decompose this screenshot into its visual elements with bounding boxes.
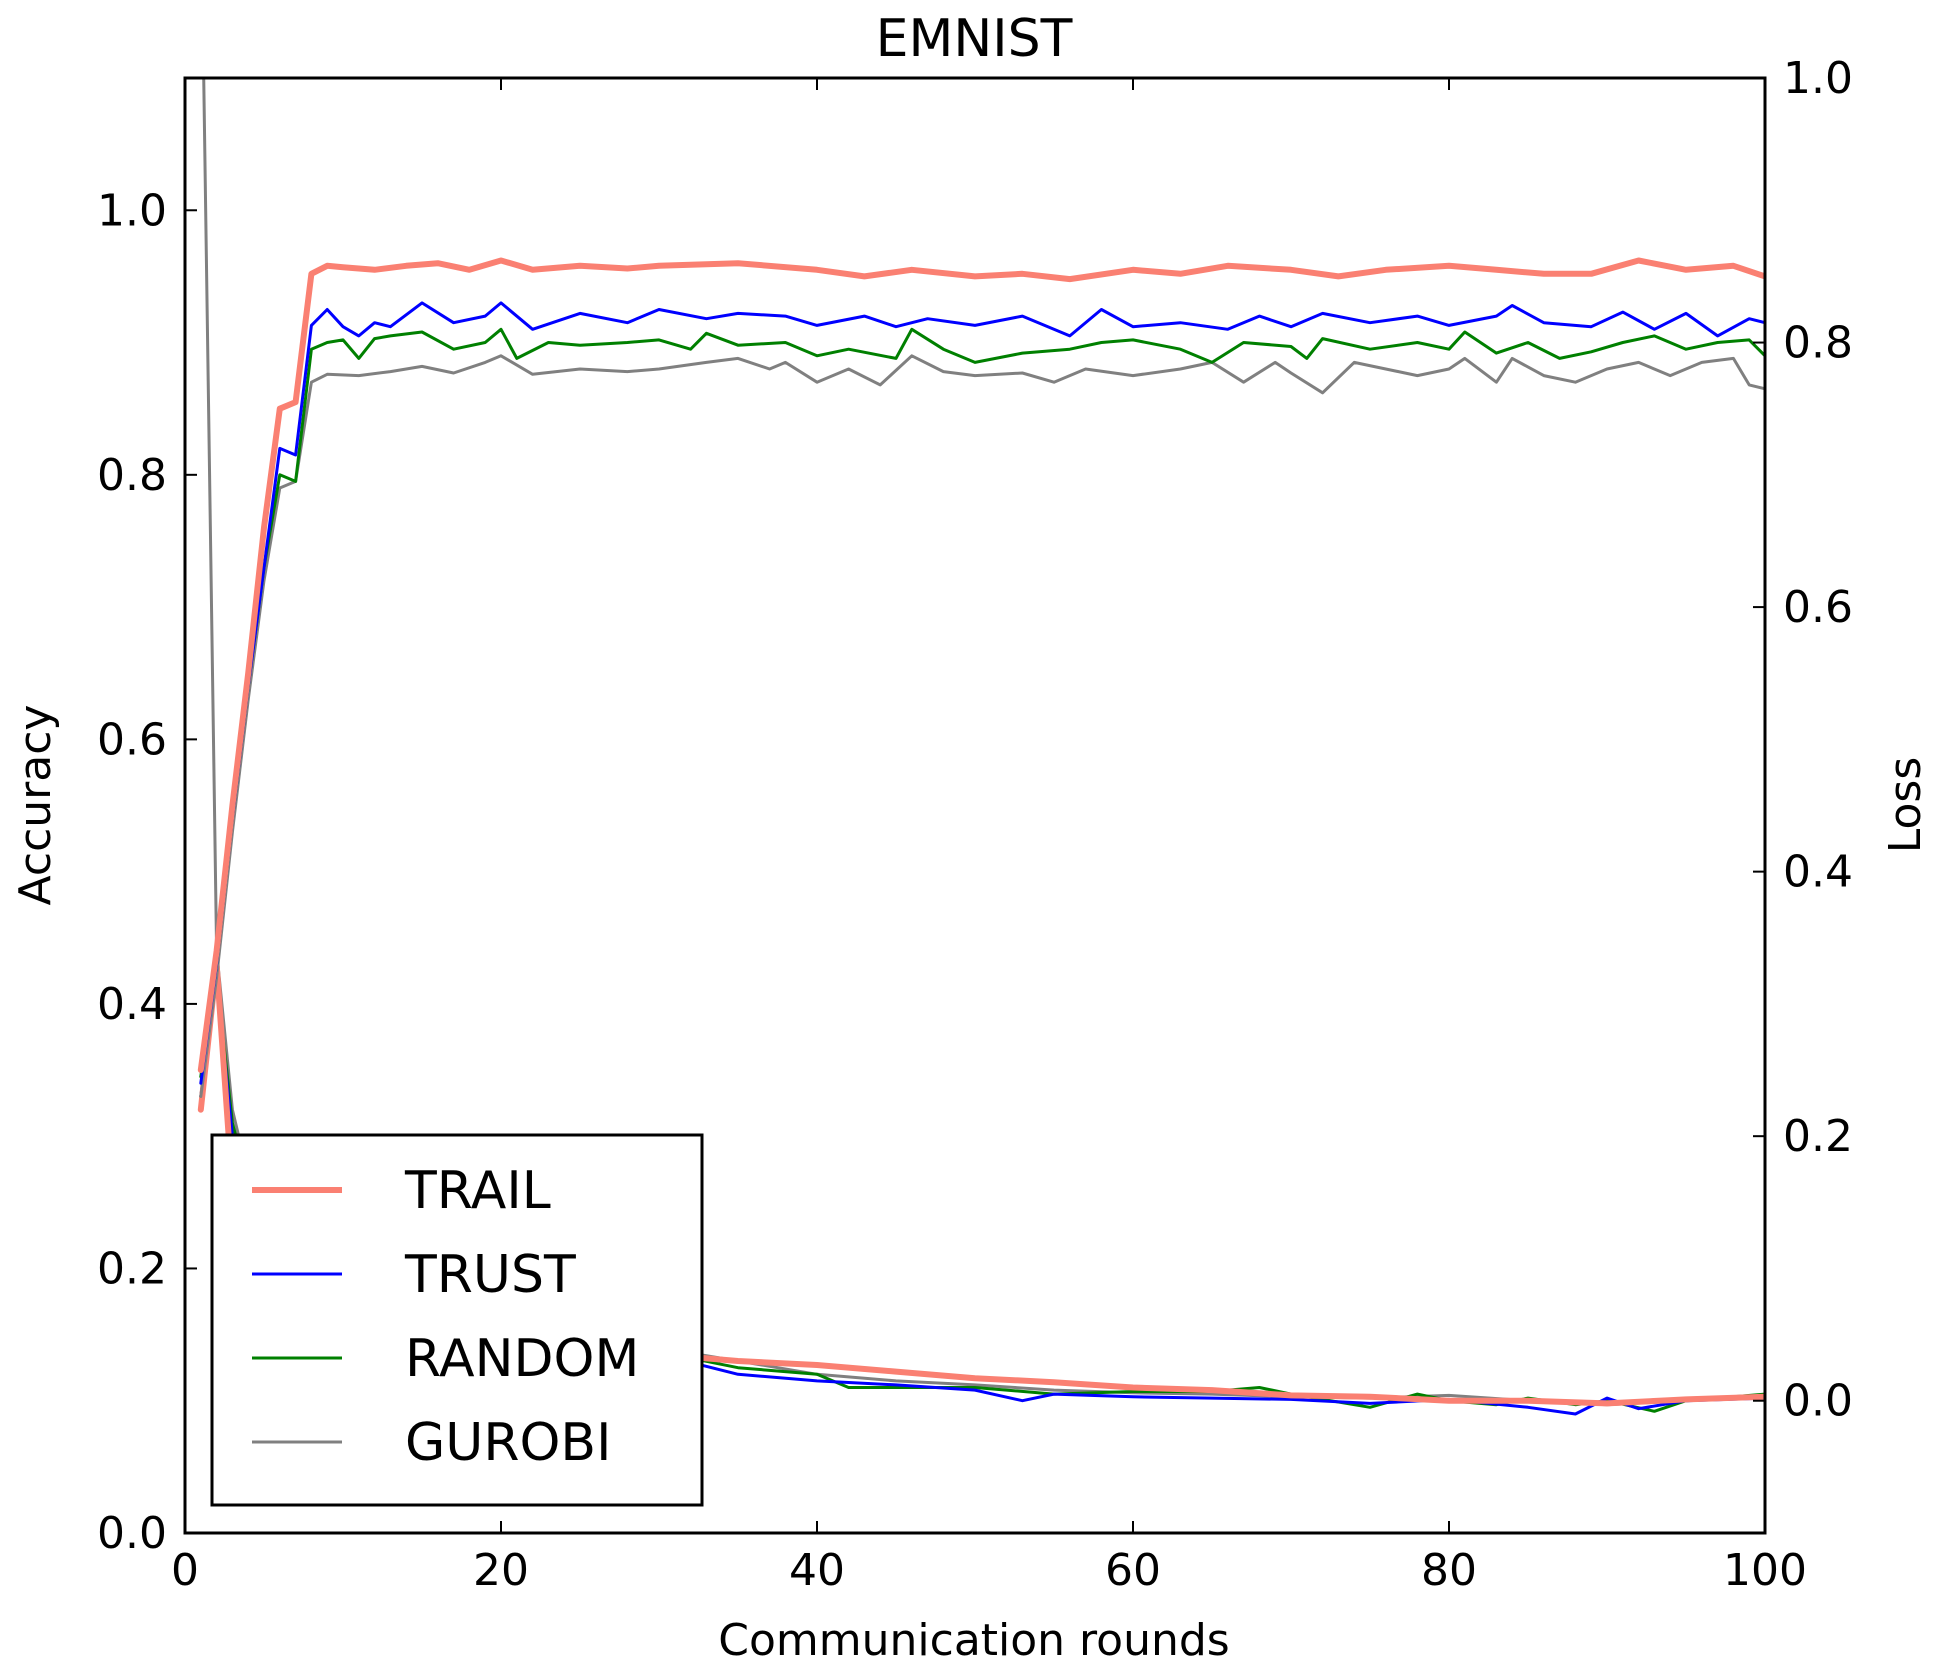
legend: TRAIL TRUST RANDOM GUROBI — [210, 1133, 704, 1507]
y2-tick-label: 1.0 — [1783, 53, 1853, 104]
y-tick-label: 0.6 — [97, 714, 167, 765]
y2-tick-label: 0.8 — [1783, 318, 1853, 369]
legend-entries: TRAIL TRUST RANDOM GUROBI — [252, 1161, 639, 1473]
x-tick-label: 40 — [789, 1545, 845, 1596]
y-tick-label: 0.8 — [97, 450, 167, 501]
y2-tick-label: 0.6 — [1783, 582, 1853, 633]
legend-label-gurobi: GUROBI — [405, 1413, 611, 1473]
y2-tick-label: 0.2 — [1783, 1111, 1853, 1162]
x-tick-label: 0 — [171, 1545, 199, 1596]
y-axis-label: Accuracy — [10, 705, 61, 906]
y-tick-label: 0.2 — [97, 1243, 167, 1294]
x-tick-label: 100 — [1723, 1545, 1807, 1596]
y2-tick-label: 0.4 — [1783, 847, 1853, 898]
series-random-accuracy-line — [199, 327, 1765, 1079]
legend-label-trust: TRUST — [404, 1245, 576, 1305]
y-tick-label: 0.4 — [97, 979, 167, 1030]
x-tick-label: 60 — [1105, 1545, 1161, 1596]
y-tick-label: 0.0 — [97, 1508, 167, 1559]
plot-frame — [183, 76, 1767, 1535]
chart-title: EMNIST — [876, 9, 1073, 69]
y2-axis-label: Loss — [1880, 757, 1931, 854]
x-tick-label: 20 — [473, 1545, 529, 1596]
y2-tick-label: 0.0 — [1783, 1376, 1853, 1427]
x-axis-label: Communication rounds — [718, 1615, 1229, 1666]
series-gurobi-accuracy-line — [199, 354, 1765, 1098]
y-tick-label: 1.0 — [97, 185, 167, 236]
x-tick-label: 80 — [1421, 1545, 1477, 1596]
legend-label-random: RANDOM — [405, 1329, 639, 1389]
series-trust-accuracy-line — [199, 301, 1765, 1085]
axis-layer: 0 20 40 60 80 100 0.0 0.2 0.4 0.6 0.8 1.0 0.0 0.2 0.4 0… — [97, 53, 1853, 1596]
legend-label-trail: TRAIL — [404, 1161, 551, 1221]
series-trail-accuracy-line — [197, 257, 1765, 1073]
